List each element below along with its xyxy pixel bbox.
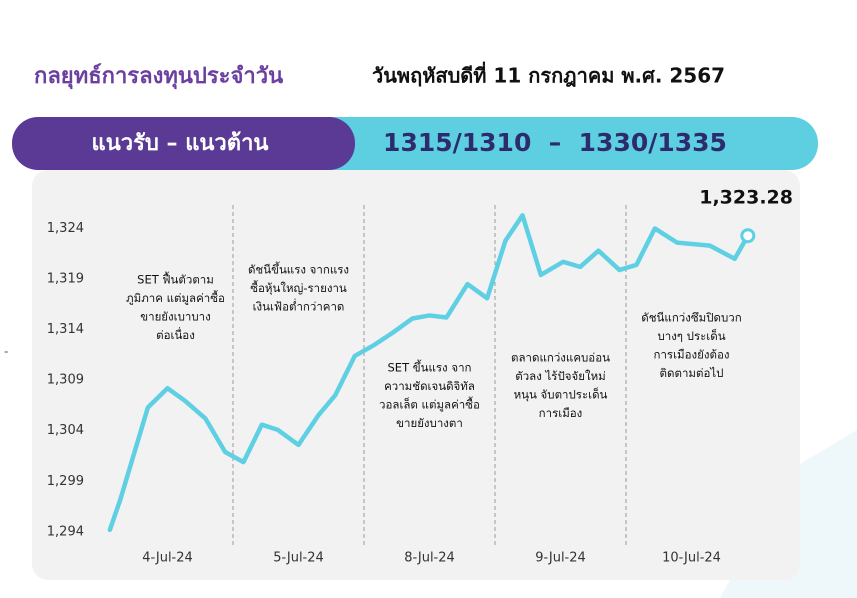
point-marker [740,228,756,244]
annotation: ซื้อหุ้นใหญ่-รายงาน [250,280,347,295]
annotation: ต่อเนื่อง [156,327,195,342]
label-pill [12,117,355,170]
x-tick-label: 5-Jul-24 [273,551,324,566]
annotation: การเมือง [539,406,583,420]
annotation: ตลาดแกว่งแคบอ่อน [511,351,610,365]
annotation: เงินเฟ้อต่ำกว่าคาด [253,299,345,314]
y-tick-label: 1,299 [47,474,84,489]
y-tick-label: 1,319 [47,272,84,287]
x-tick-label: 8-Jul-24 [404,551,455,566]
annotation: ดัชนีขึ้นแรง จากแรง [248,262,349,277]
annotation: ขายยังเบาบาง [140,310,210,324]
annotation: การเมืองยังต้อง [654,348,730,362]
annotation: SET ฟื้นตัวตาม [137,272,214,287]
title: กลยุทธ์การลงทุนประจำวัน [34,63,283,90]
annotation: SET ขึ้นแรง จาก [388,360,472,375]
annotation: วอลเล็ต แต่มูลค่าซื้อ [379,397,480,412]
y-tick-label: 1,309 [47,373,84,388]
line [107,213,751,533]
y-tick-label: 1,304 [47,423,84,438]
chart-panel [32,170,800,580]
x-tick-label: 10-Jul-24 [662,551,721,566]
annotation: ขายยังบางตา [396,416,463,430]
y-tick-label: 1,294 [47,524,84,539]
annotation: ตัวลง ไร้ปัจจัยใหม่ [515,369,606,383]
y-tick-label: 1,314 [47,322,84,337]
annotation: ความชัดเจนดิจิทัล [384,379,475,393]
annotation: ดัชนีแกว่งซึมปิดบวก [641,311,741,325]
banner-levels: 1315/1310 – 1330/1335 [383,128,727,157]
value-label: 1,323.28 [699,187,793,209]
date: วันพฤหัสบดีที่ 11 กรกฎาคม พ.ศ. 2567 [372,61,725,88]
marker: - [4,345,8,359]
x-tick-label: 4-Jul-24 [142,551,193,566]
x-tick-label: 9-Jul-24 [535,551,586,566]
annotation: บางๆ ประเด็น [657,328,725,343]
annotation: ภูมิภาค แต่มูลค่าซื้อ [126,290,225,305]
annotation: หนุน จับตาประเด็น [514,387,608,402]
y-tick-label: 1,324 [47,221,84,236]
annotation: ติดตามต่อไป [660,366,724,380]
banner-label: แนวรับ – แนวต้าน [92,131,269,156]
levels-pill [300,117,818,170]
